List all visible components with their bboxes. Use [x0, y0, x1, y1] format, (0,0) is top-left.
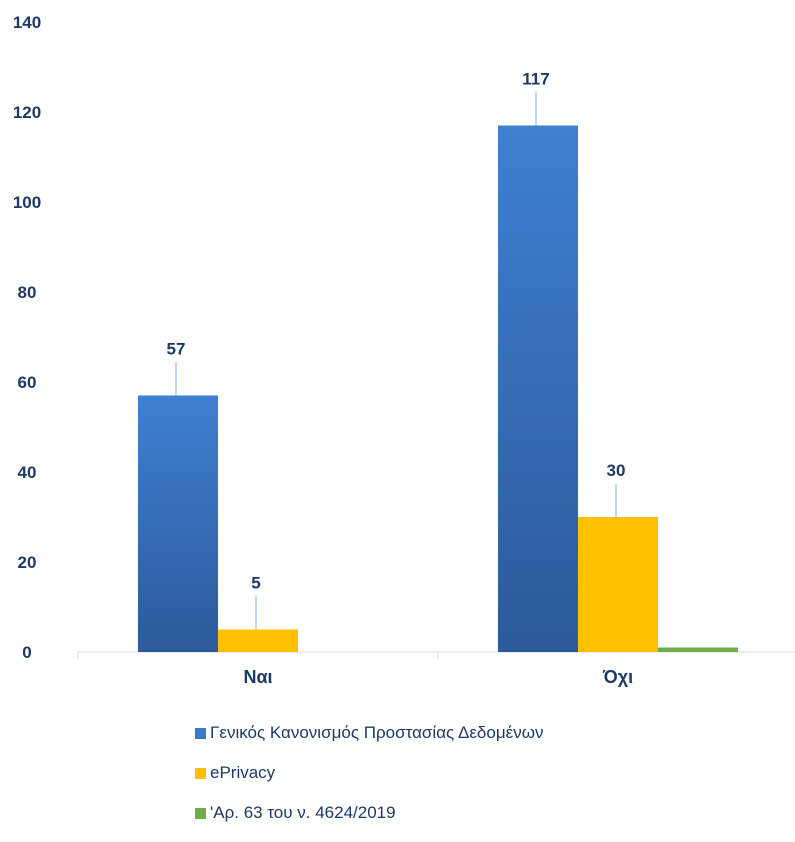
y-tick-label: 80 — [18, 283, 37, 302]
legend-item-gdpr: Γενικός Κανονισμός Προστασίας Δεδομένων — [195, 722, 544, 744]
legend-swatch-article63 — [195, 807, 206, 819]
y-tick-label: 60 — [18, 373, 37, 392]
category-labels: Ναι Όχι — [243, 667, 633, 687]
x-category-label: Όχι — [602, 667, 633, 687]
legend-label-gdpr: Γενικός Κανονισμός Προστασίας Δεδομένων — [210, 723, 544, 742]
legend-swatch-eprivacy — [195, 767, 206, 779]
legend: Γενικός Κανονισμός Προστασίας Δεδομένων … — [195, 722, 544, 842]
y-axis: 0 20 40 60 80 100 120 140 — [13, 13, 41, 662]
data-label: 57 — [167, 340, 186, 359]
data-label: 30 — [607, 461, 626, 480]
bar-gdpr — [498, 125, 578, 652]
legend-item-eprivacy: ePrivacy — [195, 762, 544, 784]
bars: 57 117 5 30 — [138, 70, 738, 652]
data-label: 117 — [522, 70, 549, 89]
legend-item-article63: 'Αρ. 63 του ν. 4624/2019 — [195, 802, 544, 824]
data-label: 5 — [251, 574, 260, 593]
bar-gdpr — [138, 395, 218, 652]
y-tick-label: 40 — [18, 463, 37, 482]
legend-label-article63: 'Αρ. 63 του ν. 4624/2019 — [210, 803, 396, 822]
x-category-label: Ναι — [243, 667, 272, 687]
y-tick-label: 0 — [22, 643, 31, 662]
y-tick-label: 140 — [13, 13, 41, 32]
x-axis-ticks — [77, 652, 439, 659]
legend-swatch-gdpr — [195, 727, 206, 739]
bar-eprivacy — [578, 517, 658, 652]
bar-article63 — [658, 647, 738, 652]
y-tick-label: 20 — [18, 553, 37, 572]
legend-label-eprivacy: ePrivacy — [210, 763, 276, 782]
y-tick-label: 120 — [13, 103, 41, 122]
y-tick-label: 100 — [13, 193, 41, 212]
bar-eprivacy — [218, 629, 298, 652]
